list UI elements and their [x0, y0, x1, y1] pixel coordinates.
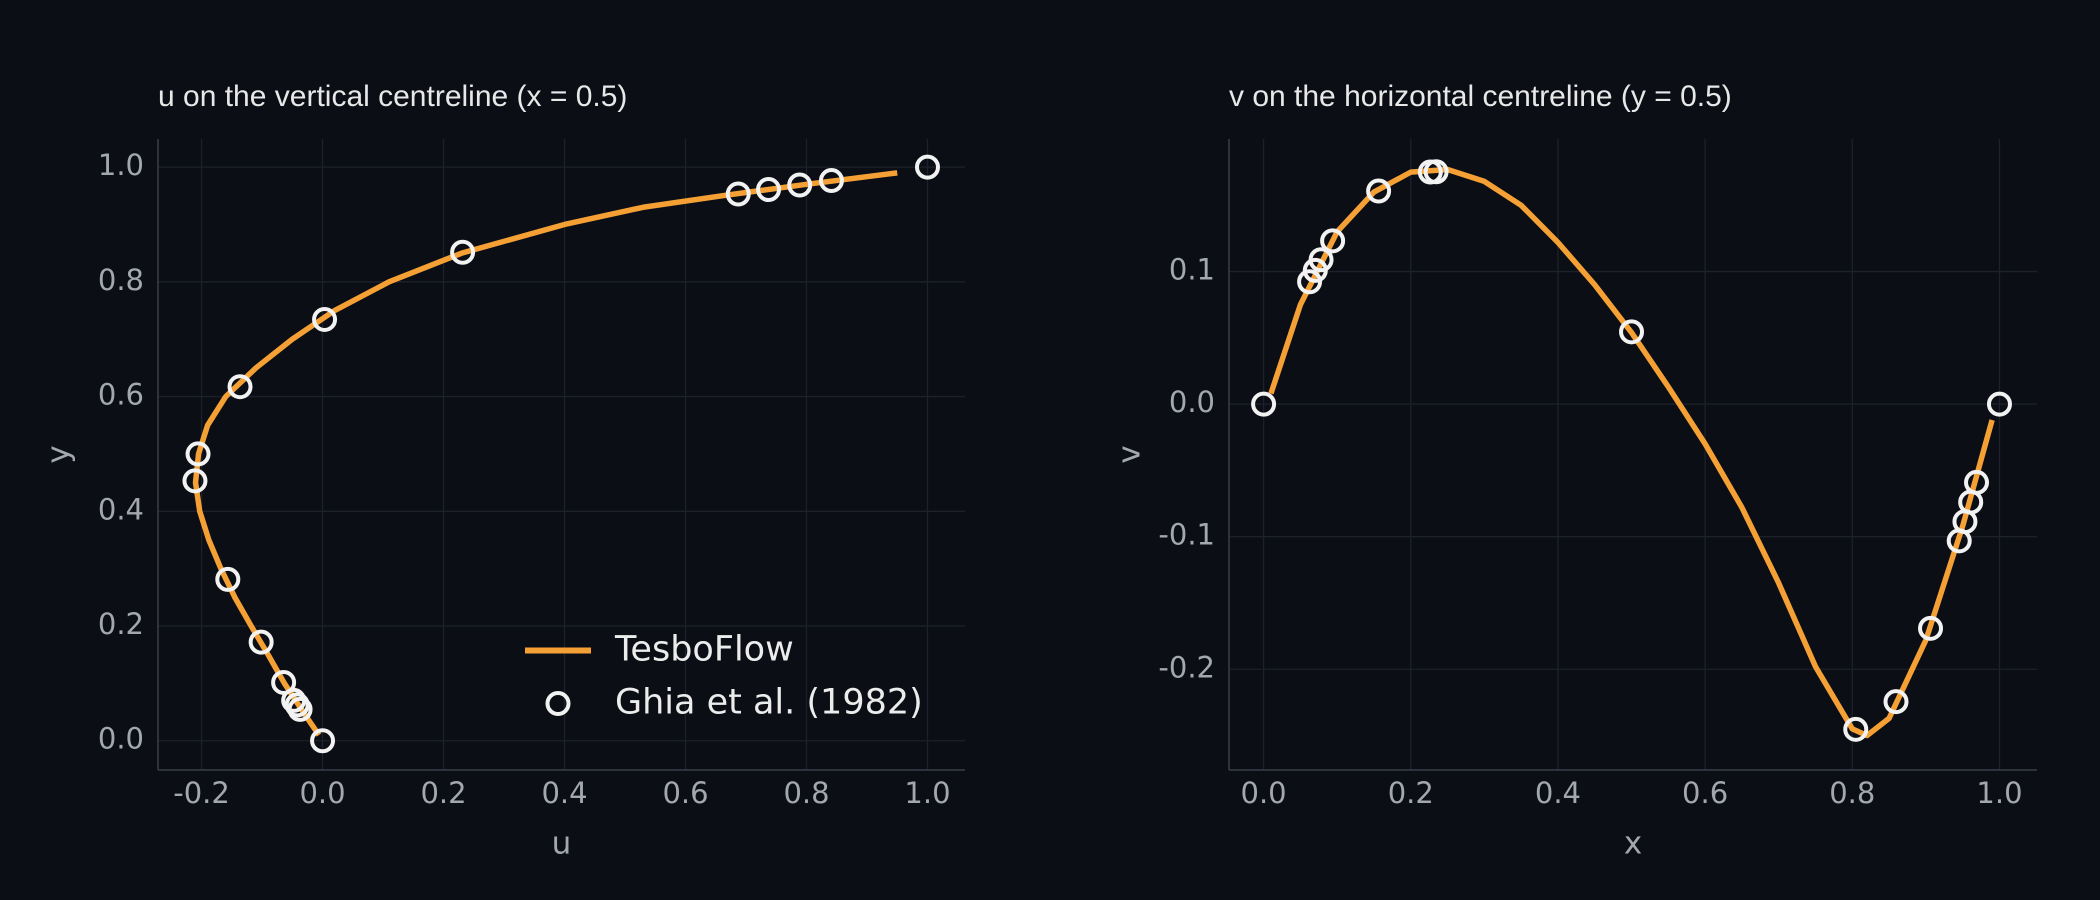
- y-tick-label: 0.1: [1169, 253, 1215, 287]
- data-point: [1366, 178, 1392, 204]
- y-tick-label: 0.0: [98, 722, 144, 756]
- data-point: [1883, 689, 1909, 715]
- y-axis-label: v: [1112, 445, 1148, 463]
- x-tick-label: -0.2: [173, 776, 230, 810]
- panel: 0.0 0.2 0.4 0.6 0.8 1.0 -0.2 -0.1 0.0 0.1 v on the…: [1112, 80, 2037, 862]
- x-tick-label: 0.0: [299, 776, 345, 810]
- data-point: [227, 374, 253, 400]
- data-point: [914, 154, 940, 180]
- y-tick-label: 0.4: [98, 492, 144, 526]
- data-point: [1251, 391, 1277, 417]
- data-point: [248, 629, 274, 655]
- chart-title: v on the horizontal centreline (y = 0.5): [1229, 80, 1732, 113]
- x-tick-label: 0.4: [1535, 776, 1581, 810]
- data-point: [215, 566, 241, 592]
- data-point: [818, 168, 844, 194]
- x-tick-label: 1.0: [904, 776, 950, 810]
- data-point: [1619, 319, 1645, 345]
- x-tick-label: 0.8: [1829, 776, 1875, 810]
- data-point: [787, 172, 813, 198]
- data-point: [725, 181, 751, 207]
- data-point: [1320, 228, 1346, 254]
- legend-swatch: [545, 691, 571, 716]
- data-point: [310, 728, 336, 754]
- x-tick-label: 1.0: [1976, 776, 2022, 810]
- y-tick-label: 0.0: [1169, 385, 1215, 419]
- x-tick-label: 0.2: [1388, 776, 1434, 810]
- y-tick-label: 0.2: [98, 607, 144, 641]
- y-tick-label: 0.6: [98, 378, 144, 412]
- data-point: [312, 306, 338, 332]
- y-tick-label: -0.2: [1158, 650, 1215, 684]
- data-point: [287, 696, 313, 722]
- data-point: [1423, 159, 1449, 185]
- x-tick-label: 0.8: [783, 776, 829, 810]
- y-tick-label: 0.8: [98, 263, 144, 297]
- data-point: [756, 177, 782, 203]
- x-tick-label: 0.0: [1241, 776, 1287, 810]
- x-tick-label: 0.6: [662, 776, 708, 810]
- data-point: [1964, 469, 1990, 495]
- data-point: [271, 669, 297, 695]
- legend-label: TesboFlow: [614, 630, 794, 670]
- data-point: [182, 468, 208, 494]
- data-line: [1268, 166, 1995, 739]
- x-tick-label: 0.4: [541, 776, 587, 810]
- y-axis-label: y: [41, 445, 77, 463]
- chart-title: u on the vertical centreline (x = 0.5): [158, 80, 627, 113]
- data-point: [1308, 247, 1334, 273]
- x-tick-label: 0.6: [1682, 776, 1728, 810]
- y-tick-label: 1.0: [98, 148, 144, 182]
- data-point: [1843, 716, 1869, 742]
- x-axis-label: x: [1624, 826, 1642, 862]
- data-point: [450, 239, 476, 265]
- x-tick-label: 0.2: [420, 776, 466, 810]
- y-tick-label: -0.1: [1158, 518, 1215, 552]
- legend-label: Ghia et al. (1982): [615, 683, 923, 723]
- panel: -0.2 0.0 0.2 0.4 0.6 0.8 1.0 0.0 0.2 0.4 0.6 0.8 1.0…: [41, 80, 965, 862]
- data-point: [1918, 615, 1944, 641]
- data-point: [1986, 391, 2012, 417]
- data-point: [185, 441, 211, 467]
- data-line: [192, 170, 898, 737]
- x-axis-label: u: [552, 826, 572, 862]
